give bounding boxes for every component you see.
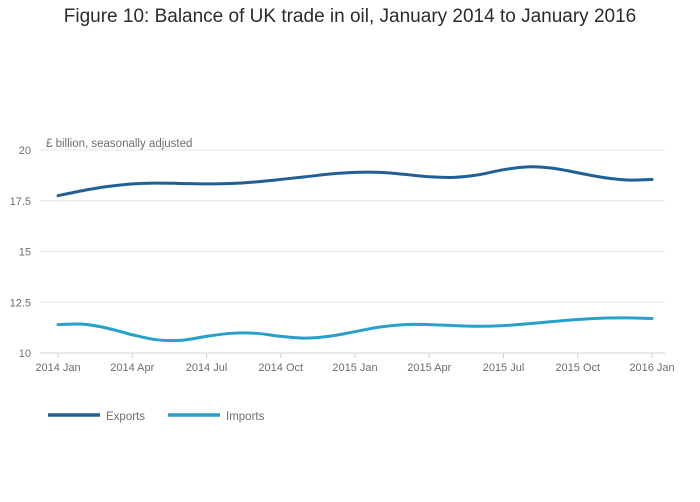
y-tick-label: 17.5 (10, 196, 31, 208)
y-tick-label: 15 (19, 247, 31, 259)
y-tick-label: 20 (19, 145, 31, 157)
legend-label-exports: Exports (106, 411, 145, 423)
series-line-exports (56, 165, 654, 198)
x-tick-label: 2014 Jan (35, 362, 80, 374)
series-line-imports (56, 316, 654, 343)
x-tick-label: 2015 Oct (555, 362, 600, 374)
x-tick-label: 2014 Apr (110, 362, 154, 374)
y-tick-label: 12.5 (10, 297, 31, 309)
chart-title: Figure 10: Balance of UK trade in oil, J… (63, 6, 637, 27)
x-tick-label: 2016 Jan (629, 362, 674, 374)
x-tick-label: 2014 Jul (186, 362, 228, 374)
y-tick-label: 10 (19, 348, 31, 360)
x-tick-label: 2015 Jan (332, 362, 377, 374)
y-axis-label: £ billion, seasonally adjusted (46, 138, 192, 150)
x-tick-label: 2015 Jul (483, 362, 525, 374)
legend-label-imports: Imports (226, 411, 265, 423)
x-tick-label: 2014 Oct (258, 362, 303, 374)
x-tick-label: 2015 Apr (407, 362, 451, 374)
